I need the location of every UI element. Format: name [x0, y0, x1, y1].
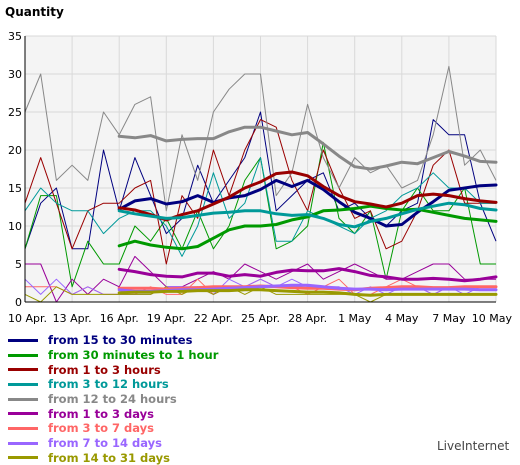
legend-item: from 15 to 30 minutes: [8, 333, 218, 348]
y-tick-label: 0: [15, 296, 22, 309]
legend-swatch: [8, 339, 38, 342]
x-tick-label: 19 Apr.: [147, 312, 186, 325]
y-tick-label: 15: [8, 182, 22, 195]
x-tick-label: 25 Apr.: [241, 312, 280, 325]
x-tick-label: 28 Apr.: [288, 312, 327, 325]
x-tick-label: 22 Apr.: [194, 312, 233, 325]
y-tick-label: 5: [15, 258, 22, 271]
legend-label: from 14 to 31 days: [48, 451, 170, 465]
legend-swatch: [8, 442, 38, 445]
brand-label: LiveInternet: [437, 439, 509, 453]
x-tick-labels: 10 Apr. 13 Apr. 16 Apr. 19 Apr. 22 Apr. 25 Ap…: [8, 312, 512, 325]
y-axis-title: Quantity: [5, 5, 64, 19]
legend-label: from 7 to 14 days: [48, 436, 162, 450]
legend-label: from 30 minutes to 1 hour: [48, 348, 218, 362]
legend-label: from 12 to 24 hours: [48, 392, 177, 406]
legend-item: from 3 to 7 days: [8, 421, 218, 436]
line-chart: Quantity 0 5 10 15 20 25 30 35 10 Apr. 13 Apr. 16…: [0, 0, 520, 330]
legend-label: from 15 to 30 minutes: [48, 333, 192, 347]
legend-swatch: [8, 354, 38, 357]
x-tick-label: 13 Apr.: [53, 312, 92, 325]
x-tick-label: 1 May: [338, 312, 372, 325]
x-tick-label: 10 Apr.: [8, 312, 47, 325]
x-tick-label: 4 May: [385, 312, 419, 325]
legend-swatch: [8, 412, 38, 415]
y-tick-label: 10: [8, 220, 22, 233]
y-tick-label: 30: [8, 68, 22, 81]
y-tick-label: 20: [8, 144, 22, 157]
legend-label: from 1 to 3 days: [48, 407, 154, 421]
legend-item: from 14 to 31 days: [8, 451, 218, 465]
legend-item: from 1 to 3 hours: [8, 362, 218, 377]
legend-swatch: [8, 427, 38, 430]
legend-label: from 3 to 12 hours: [48, 377, 169, 391]
legend-label: from 1 to 3 hours: [48, 363, 161, 377]
legend-swatch: [8, 368, 38, 371]
x-tick-label: 10 May: [472, 312, 513, 325]
legend-item: from 12 to 24 hours: [8, 392, 218, 407]
legend-label: from 3 to 7 days: [48, 421, 154, 435]
x-tick-label: 7 May: [432, 312, 466, 325]
legend-item: from 30 minutes to 1 hour: [8, 348, 218, 363]
legend-swatch: [8, 383, 38, 386]
y-tick-label: 25: [8, 106, 22, 119]
y-tick-label: 35: [8, 30, 22, 43]
y-tick-labels: 0 5 10 15 20 25 30 35: [8, 30, 22, 309]
x-tick-label: 16 Apr.: [100, 312, 139, 325]
legend-swatch: [8, 398, 38, 401]
legend-item: from 3 to 12 hours: [8, 377, 218, 392]
legend-item: from 1 to 3 days: [8, 406, 218, 421]
legend-item: from 7 to 14 days: [8, 436, 218, 451]
